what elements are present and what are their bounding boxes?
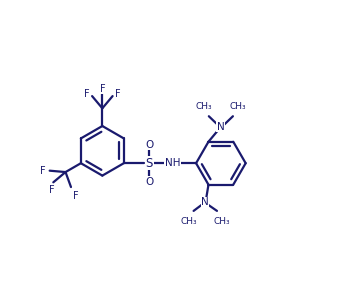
Text: CH₃: CH₃ xyxy=(196,102,212,111)
Text: CH₃: CH₃ xyxy=(181,217,197,226)
Text: CH₃: CH₃ xyxy=(229,102,246,111)
Text: F: F xyxy=(40,166,46,176)
Text: N: N xyxy=(217,122,225,132)
Text: F: F xyxy=(73,191,79,200)
Text: N: N xyxy=(201,197,209,207)
Text: F: F xyxy=(100,84,105,94)
Text: F: F xyxy=(115,89,121,99)
Text: F: F xyxy=(49,185,54,195)
Text: CH₃: CH₃ xyxy=(213,217,230,226)
Text: S: S xyxy=(146,157,153,170)
Text: O: O xyxy=(145,140,154,150)
Text: F: F xyxy=(84,89,89,99)
Text: NH: NH xyxy=(165,158,180,168)
Text: O: O xyxy=(145,177,154,187)
